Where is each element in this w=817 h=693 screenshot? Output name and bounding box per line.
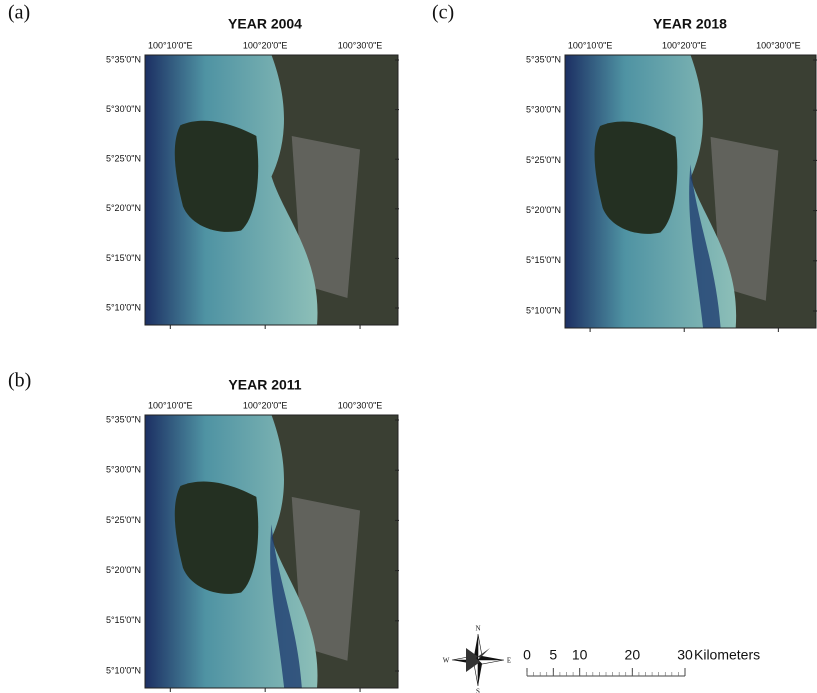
- lat-tick-label: 5°20'0"N: [106, 565, 141, 575]
- urban-area: [710, 136, 779, 301]
- scale-bar: 0 5 10 20 30 Kilometers: [523, 647, 760, 677]
- scale-tick-label: 30: [677, 647, 693, 663]
- satellite-map: [144, 414, 399, 689]
- panel-label: (b): [8, 370, 31, 392]
- lon-tick-label: 100°30'0"E: [338, 400, 383, 410]
- channel: [270, 524, 302, 688]
- lat-tick-label: 5°35'0"N: [526, 54, 561, 64]
- lat-tick-label: 5°35'0"N: [106, 414, 141, 424]
- lon-tick-label: 100°30'0"E: [338, 40, 383, 50]
- compass-rose: N E S W: [443, 625, 511, 693]
- panel-title: YEAR 2018: [653, 16, 727, 32]
- lon-tick-label: 100°10'0"E: [568, 40, 613, 50]
- scale-tick-label: 5: [549, 647, 557, 663]
- panel-label: (a): [8, 2, 30, 24]
- panel-title: YEAR 2011: [228, 377, 301, 393]
- lon-tick-label: 100°20'0"E: [243, 40, 288, 50]
- island: [174, 120, 259, 232]
- lat-tick-label: 5°15'0"N: [526, 255, 561, 265]
- map-frame: [144, 414, 399, 689]
- map-frame: [144, 54, 399, 326]
- lat-tick-label: 5°20'0"N: [526, 205, 561, 215]
- channel: [689, 164, 721, 328]
- lat-tick-label: 5°10'0"N: [106, 665, 141, 675]
- lat-tick-label: 5°10'0"N: [526, 305, 561, 315]
- lat-tick-label: 5°25'0"N: [106, 154, 141, 164]
- island: [594, 121, 678, 234]
- lat-tick-label: 5°15'0"N: [106, 615, 141, 625]
- compass-s: S: [476, 688, 480, 693]
- lon-tick-label: 100°30'0"E: [756, 40, 801, 50]
- compass-e: E: [507, 657, 511, 665]
- panel-title: YEAR 2004: [228, 16, 302, 32]
- map-frame: [564, 54, 817, 329]
- lat-tick-label: 5°25'0"N: [526, 155, 561, 165]
- island: [174, 481, 259, 594]
- lat-tick-label: 5°20'0"N: [106, 203, 141, 213]
- scale-tick-label: 0: [523, 647, 531, 663]
- urban-area: [291, 136, 361, 298]
- satellite-map: [564, 54, 817, 329]
- compass-n: N: [475, 625, 480, 633]
- lat-tick-label: 5°25'0"N: [106, 515, 141, 525]
- compass-w: W: [443, 657, 450, 665]
- scale-unit: Kilometers: [694, 647, 760, 663]
- lon-tick-label: 100°10'0"E: [148, 40, 193, 50]
- lat-tick-label: 5°30'0"N: [106, 465, 141, 475]
- lat-tick-label: 5°10'0"N: [106, 302, 141, 312]
- lat-tick-label: 5°15'0"N: [106, 253, 141, 263]
- satellite-map: [144, 54, 399, 326]
- lat-tick-label: 5°35'0"N: [106, 54, 141, 64]
- lon-tick-label: 100°20'0"E: [662, 40, 707, 50]
- scale-tick-label: 10: [572, 647, 588, 663]
- lat-tick-label: 5°30'0"N: [526, 105, 561, 115]
- panel-label: (c): [432, 2, 454, 24]
- lat-tick-label: 5°30'0"N: [106, 104, 141, 114]
- lon-tick-label: 100°20'0"E: [243, 400, 288, 410]
- lon-tick-label: 100°10'0"E: [148, 400, 193, 410]
- urban-area: [291, 496, 361, 661]
- scale-tick-label: 20: [625, 647, 641, 663]
